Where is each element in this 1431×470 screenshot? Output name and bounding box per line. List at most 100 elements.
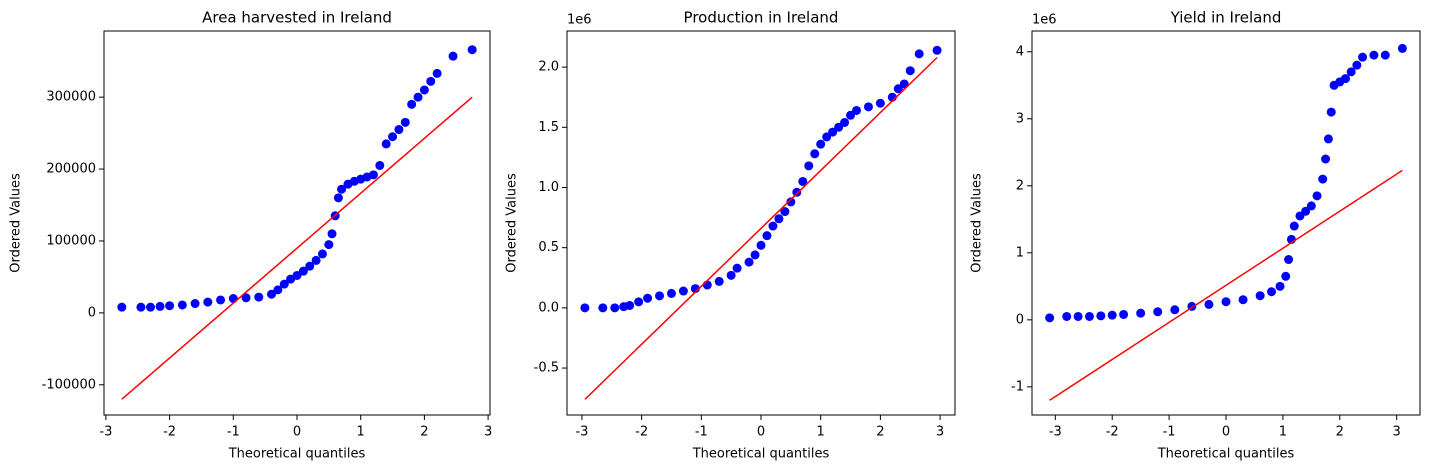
- x-tick-label: -2: [1106, 425, 1119, 440]
- point: [714, 276, 724, 286]
- point: [732, 263, 742, 273]
- point: [1073, 311, 1083, 321]
- x-tick-label: 1: [357, 425, 365, 440]
- point: [598, 303, 608, 313]
- axes-frame: [103, 30, 491, 416]
- point: [914, 49, 924, 59]
- x-tick-label: 2: [876, 425, 884, 440]
- point: [426, 76, 436, 86]
- point: [1312, 191, 1322, 201]
- point: [117, 302, 127, 312]
- point: [1323, 134, 1333, 144]
- y-tick-label: 1.0: [538, 180, 559, 195]
- y-tick-label: 0: [88, 305, 96, 320]
- y-tick-label: -0.5: [534, 361, 559, 376]
- point: [241, 293, 251, 303]
- point: [666, 288, 676, 298]
- x-tick-label: -2: [163, 425, 176, 440]
- y-tick-label: 100000: [46, 233, 96, 248]
- x-tick-label: -2: [635, 425, 648, 440]
- point: [1170, 305, 1180, 315]
- point: [1204, 299, 1214, 309]
- point: [145, 302, 155, 312]
- point: [1221, 297, 1231, 307]
- fit-line: [584, 56, 938, 400]
- point: [1096, 311, 1106, 321]
- point: [678, 286, 688, 296]
- point: [804, 161, 814, 171]
- y-tick-label: 1: [1016, 245, 1024, 260]
- point: [448, 51, 458, 61]
- point: [1267, 287, 1277, 297]
- point: [311, 255, 321, 265]
- point: [381, 139, 391, 149]
- y-tick-label: 300000: [46, 90, 96, 105]
- point: [177, 300, 187, 310]
- point: [388, 132, 398, 142]
- point: [305, 261, 315, 271]
- point: [822, 132, 832, 142]
- point: [762, 231, 772, 241]
- point: [852, 105, 862, 115]
- point: [394, 125, 404, 135]
- point: [840, 117, 850, 127]
- point: [1289, 221, 1299, 231]
- point: [155, 301, 165, 311]
- x-tick-label: -1: [695, 425, 708, 440]
- x-tick-label: 0: [293, 425, 301, 440]
- point: [774, 214, 784, 224]
- point: [1238, 295, 1248, 305]
- point: [634, 297, 644, 307]
- y-axis-label: Ordered Values: [970, 173, 985, 273]
- point: [1136, 308, 1146, 318]
- point: [828, 127, 838, 137]
- y-tick-label: 0.0: [538, 300, 559, 315]
- point: [419, 85, 429, 95]
- point: [1084, 311, 1094, 321]
- point: [905, 66, 915, 76]
- chart-title: Production in Ireland: [684, 9, 839, 27]
- point: [254, 292, 264, 302]
- point: [1369, 50, 1379, 60]
- fit-line: [121, 96, 473, 400]
- x-axis-label: Theoretical quantiles: [692, 447, 830, 462]
- offset-label: 1e6: [567, 13, 592, 28]
- x-tick-label: 2: [420, 425, 428, 440]
- point: [324, 240, 334, 250]
- x-tick-label: 0: [757, 425, 765, 440]
- point: [580, 303, 590, 313]
- point: [1255, 291, 1265, 301]
- point: [298, 266, 308, 276]
- fit-line: [1049, 169, 1403, 401]
- point: [228, 294, 238, 304]
- point: [810, 149, 820, 159]
- axes-frame: [1031, 30, 1421, 416]
- x-tick-label: 2: [1336, 425, 1344, 440]
- point: [1321, 154, 1331, 164]
- point: [1062, 311, 1072, 321]
- point: [1318, 174, 1328, 184]
- point: [1284, 255, 1294, 265]
- point: [798, 176, 808, 186]
- point: [267, 289, 277, 299]
- x-tick-label: 3: [484, 425, 492, 440]
- offset-label: 1e6: [1032, 13, 1057, 28]
- point: [165, 301, 175, 311]
- x-tick-label: 3: [1393, 425, 1401, 440]
- point: [780, 207, 790, 217]
- chart-title: Area harvested in Ireland: [202, 9, 392, 27]
- x-tick-label: 1: [817, 425, 825, 440]
- x-axis-label: Theoretical quantiles: [1157, 447, 1295, 462]
- point: [432, 68, 442, 78]
- point: [1326, 107, 1336, 117]
- y-axis-label: Ordered Values: [505, 173, 520, 273]
- point: [875, 98, 885, 108]
- point: [400, 117, 410, 127]
- point: [136, 302, 146, 312]
- x-tick-label: 3: [936, 425, 944, 440]
- point: [190, 299, 200, 309]
- y-tick-label: 0.5: [538, 240, 559, 255]
- x-tick-label: -1: [1163, 425, 1176, 440]
- point: [1153, 307, 1163, 317]
